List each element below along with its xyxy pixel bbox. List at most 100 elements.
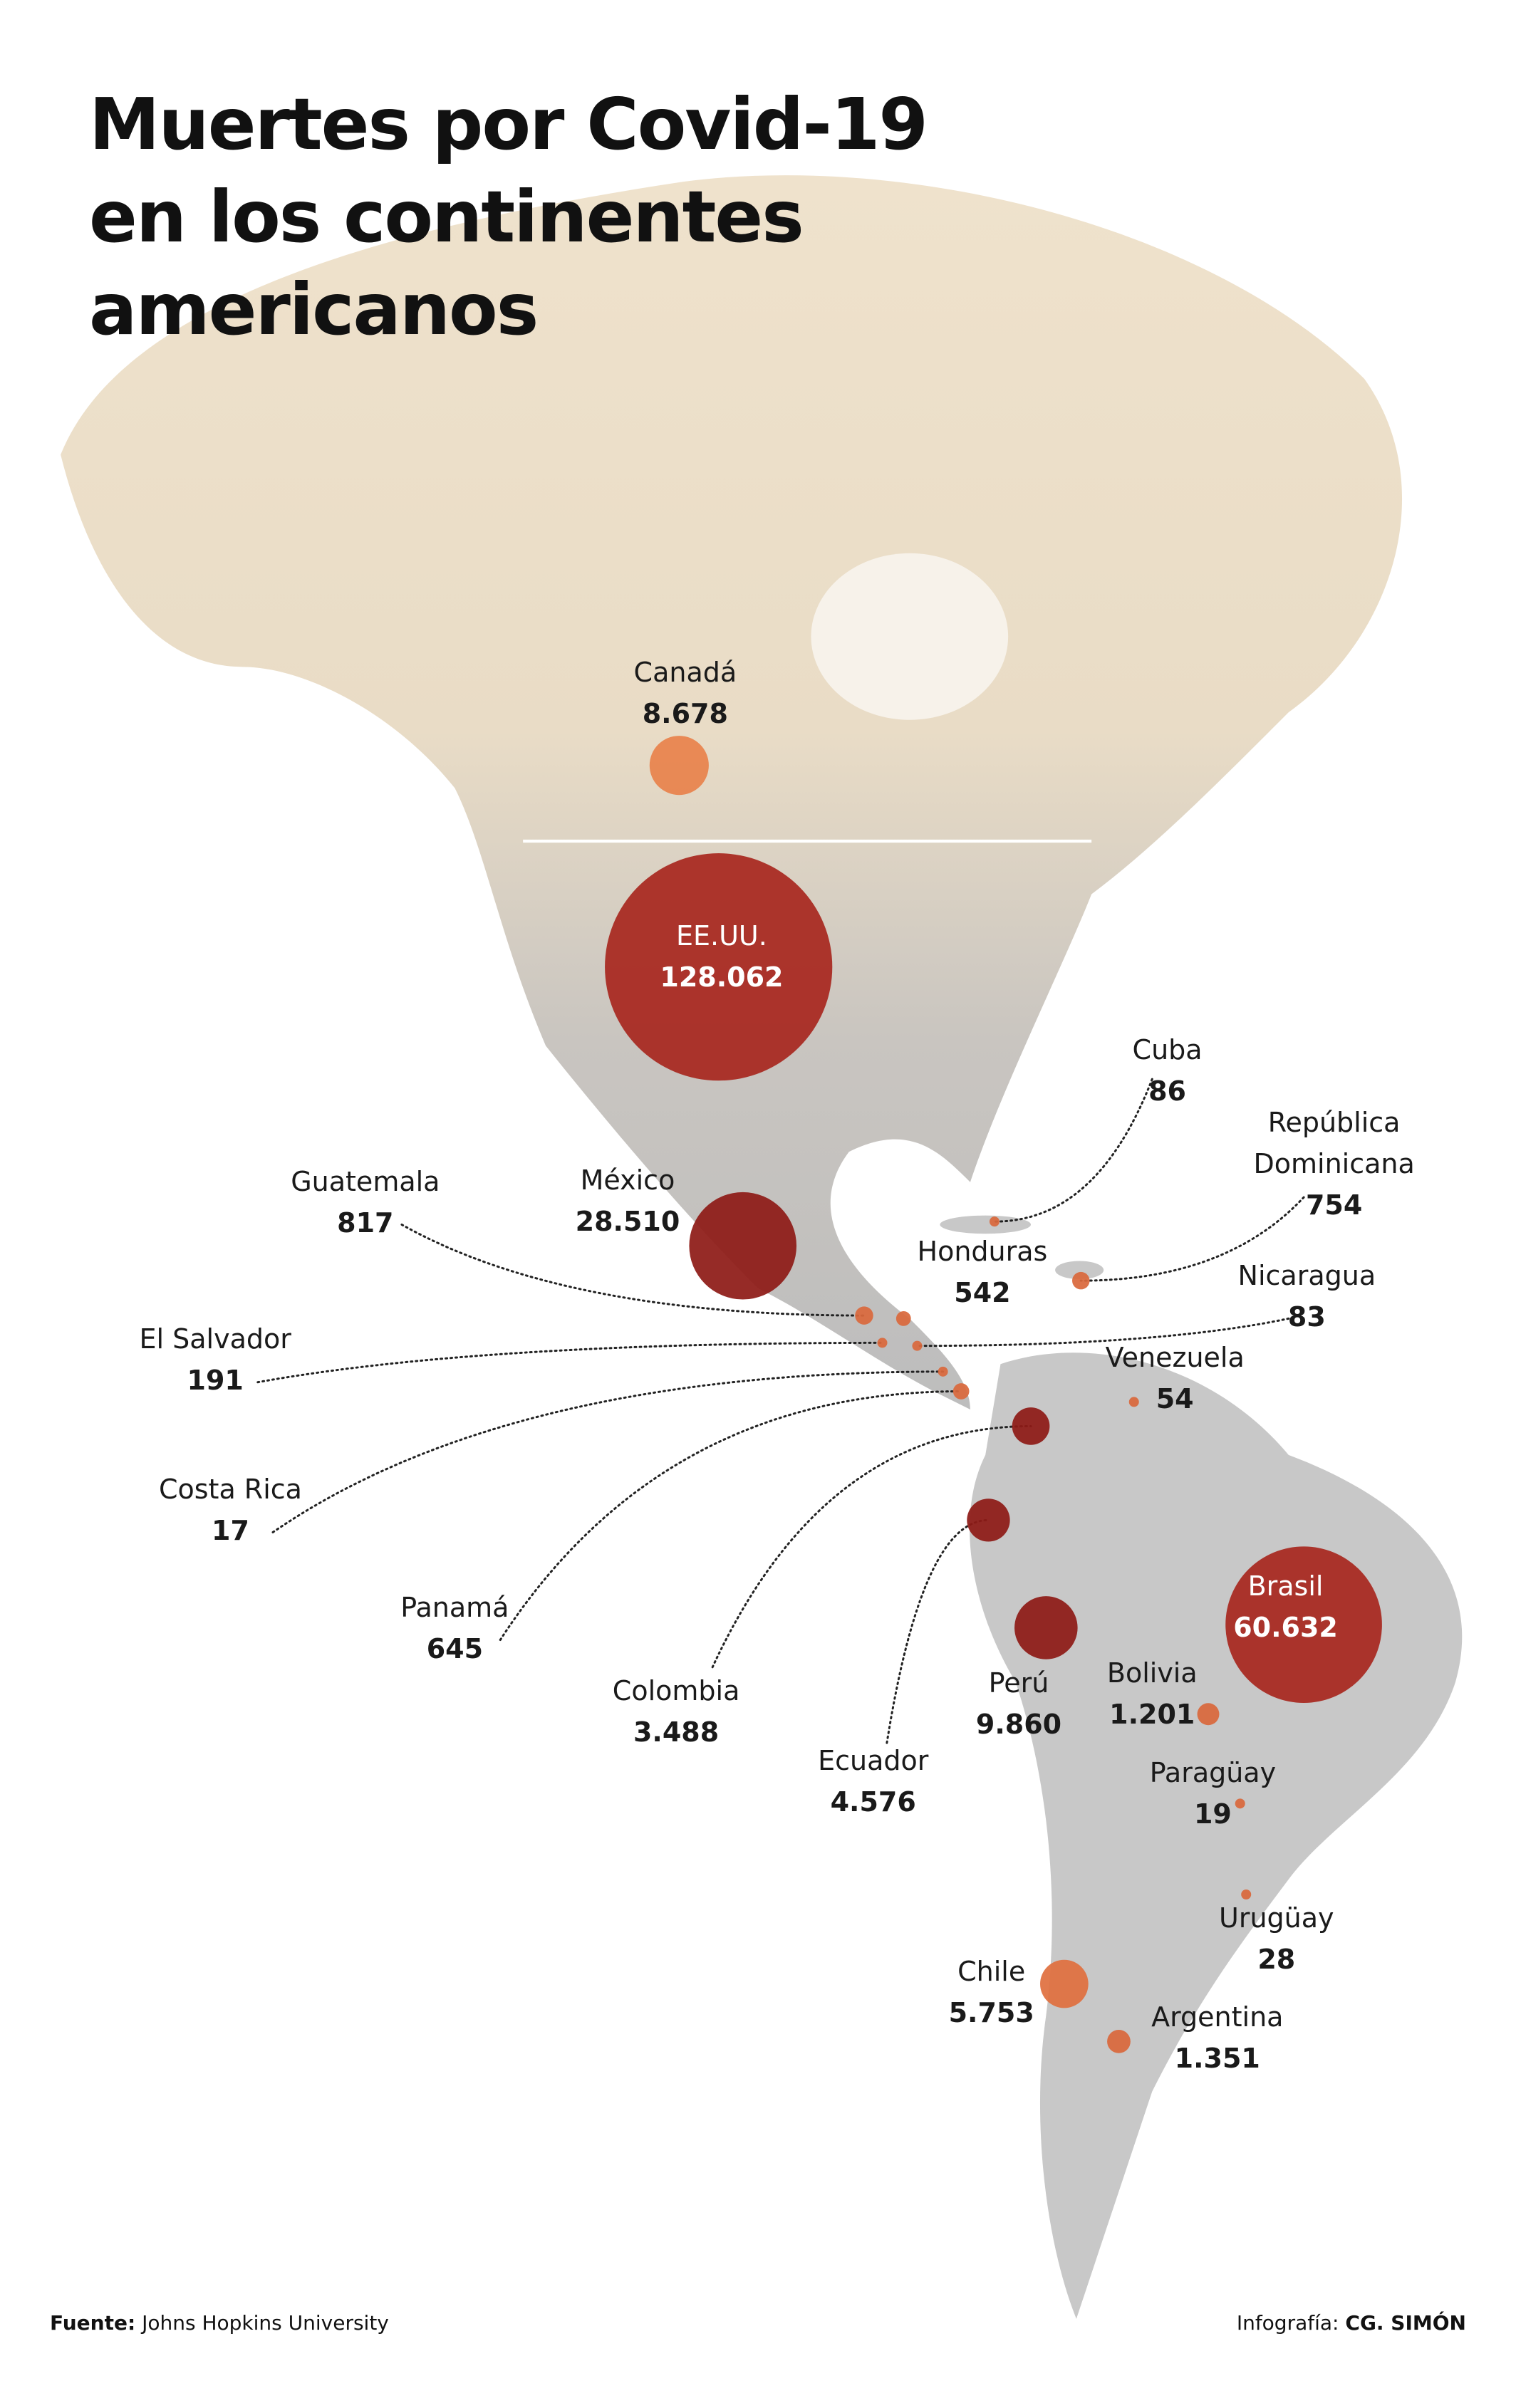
country-label: Chile 5.753	[949, 1951, 1034, 2033]
leader-line	[1079, 1196, 1305, 1282]
country-deaths: 645	[426, 1633, 484, 1665]
country-name: República Dominicana	[1253, 1107, 1415, 1180]
bubble	[1072, 1271, 1090, 1290]
country-deaths: 9.860	[975, 1709, 1062, 1741]
bubble	[952, 1383, 970, 1400]
bubble	[1128, 1397, 1139, 1407]
hudson-bay	[811, 553, 1009, 720]
country-label: Paragüay 19	[1150, 1752, 1276, 1835]
country-name: Costa Rica	[158, 1474, 302, 1506]
country-name: EE.UU.	[676, 920, 767, 952]
bubble	[1012, 1407, 1050, 1445]
title: Muertes por Covid-19 en los continentes …	[89, 83, 928, 351]
bubble	[912, 1340, 923, 1351]
country-label: Argentina 1.351	[1151, 1996, 1283, 2079]
country-name: Cuba	[1132, 1033, 1203, 1065]
country-deaths: 3.488	[633, 1716, 720, 1748]
leader-line	[711, 1424, 1032, 1669]
country-name: Colombia	[612, 1675, 740, 1707]
country-name: Honduras	[917, 1235, 1048, 1267]
bubble	[1014, 1596, 1078, 1659]
country-label: Panamá 645	[400, 1587, 509, 1669]
country-label: Brasil 60.632	[1233, 1565, 1338, 1648]
country-label: EE.UU. 128.062	[660, 915, 783, 998]
leader-line	[915, 1317, 1290, 1348]
bubble	[689, 1192, 797, 1300]
country-label: Bolivia 1.201	[1107, 1652, 1198, 1735]
bubble	[989, 1216, 1000, 1227]
country-deaths: 83	[1287, 1301, 1326, 1333]
credit-label: Infografía:	[1236, 2311, 1339, 2335]
credit: CG. SIMÓN	[1345, 2311, 1466, 2335]
country-label: Costa Rica 17	[159, 1469, 302, 1551]
country-name: Brasil	[1247, 1570, 1324, 1602]
country-deaths: 60.632	[1233, 1612, 1338, 1644]
bubble	[967, 1499, 1010, 1542]
country-name: Canadá	[633, 657, 737, 689]
leader-line	[400, 1223, 866, 1317]
country-deaths: 817	[337, 1207, 394, 1239]
country-label: Cuba 86	[1133, 1029, 1203, 1112]
country-label: Ecuador 4.576	[818, 1740, 928, 1823]
country-deaths: 754	[1305, 1189, 1363, 1221]
bubble	[605, 853, 833, 1081]
country-deaths: 19	[1193, 1798, 1232, 1830]
hispaniola-island	[1055, 1261, 1104, 1280]
country-deaths: 542	[954, 1276, 1011, 1308]
bubble	[938, 1366, 948, 1377]
country-name: Chile	[957, 1955, 1026, 1987]
leader-line	[256, 1341, 883, 1384]
country-deaths: 191	[187, 1365, 244, 1397]
bubble	[649, 736, 709, 796]
country-name: Ecuador	[818, 1744, 929, 1776]
country-label: El Salvador 191	[139, 1318, 291, 1401]
country-label: Guatemala 817	[291, 1161, 440, 1244]
country-deaths: 8.678	[642, 698, 728, 730]
country-deaths: 5.753	[948, 1996, 1034, 2028]
leader-line	[993, 1078, 1153, 1223]
country-name: Bolivia	[1106, 1657, 1198, 1689]
source: Johns Hopkins University	[142, 2311, 389, 2335]
country-name: Panamá	[400, 1592, 509, 1624]
north-america	[61, 175, 1403, 1410]
country-name: Urugüay	[1219, 1902, 1334, 1934]
country-name: El Salvador	[139, 1323, 291, 1355]
bubble	[1107, 2030, 1131, 2053]
bubble	[1040, 1959, 1089, 2008]
country-label: Colombia 3.488	[613, 1670, 740, 1753]
country-name: Argentina	[1151, 2001, 1284, 2033]
country-name: Paragüay	[1149, 1756, 1277, 1788]
country-label: Venezuela 54	[1106, 1337, 1245, 1419]
bubble	[1225, 1546, 1382, 1704]
south-america	[970, 1352, 1463, 2319]
country-label: Nicaragua 83	[1238, 1255, 1376, 1338]
leader-line	[499, 1390, 962, 1641]
bubble	[895, 1310, 911, 1326]
bubble	[1197, 1703, 1220, 1726]
country-name: Perú	[988, 1667, 1049, 1699]
country-label: Honduras 542	[918, 1231, 1048, 1313]
footer: Fuente: Johns Hopkins University Infogra…	[50, 2311, 1466, 2335]
country-deaths: 1.201	[1109, 1698, 1195, 1730]
country-label: República Dominicana 754	[1243, 1102, 1425, 1226]
country-name: Nicaragua	[1237, 1259, 1376, 1291]
country-label: Perú 9.860	[976, 1662, 1061, 1745]
country-label: Urugüay 28	[1219, 1897, 1334, 1980]
country-name: Guatemala	[291, 1166, 440, 1198]
source-label: Fuente:	[50, 2311, 136, 2335]
country-label: México 28.510	[576, 1159, 680, 1242]
bubble	[1235, 1798, 1245, 1809]
bubble	[855, 1306, 873, 1325]
country-deaths: 1.351	[1174, 2042, 1260, 2074]
country-deaths: 54	[1156, 1382, 1194, 1414]
leader-line	[271, 1370, 945, 1533]
bubble	[1241, 1890, 1252, 1899]
country-deaths: 17	[212, 1515, 249, 1547]
country-deaths: 4.576	[830, 1786, 916, 1818]
country-deaths: 28.510	[575, 1205, 680, 1237]
country-label: Canadá 8.678	[634, 652, 737, 734]
country-name: Venezuela	[1105, 1341, 1245, 1373]
country-deaths: 28	[1257, 1944, 1296, 1976]
